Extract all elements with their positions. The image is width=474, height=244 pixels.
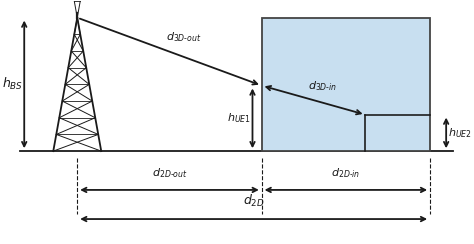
Bar [262,18,430,151]
Text: $d_{2D}$: $d_{2D}$ [243,193,264,209]
Text: $d_{3D\text{-}out}$: $d_{3D\text{-}out}$ [165,30,201,44]
Text: $d_{2D\text{-}out}$: $d_{2D\text{-}out}$ [152,166,187,180]
Text: $h_{UE2}$: $h_{UE2}$ [448,126,472,140]
Text: $d_{2D\text{-}in}$: $d_{2D\text{-}in}$ [331,166,361,180]
Text: $h_{UE1}$: $h_{UE1}$ [227,112,251,125]
Text: $d_{3D\text{-}in}$: $d_{3D\text{-}in}$ [308,79,337,93]
Text: $h_{BS}$: $h_{BS}$ [2,76,23,92]
